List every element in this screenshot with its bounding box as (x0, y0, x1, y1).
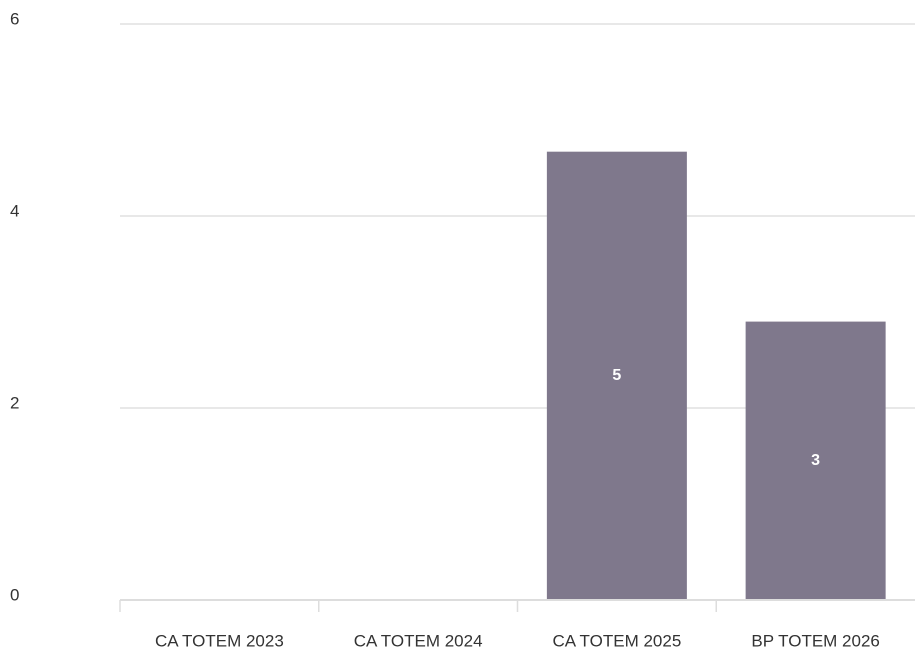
x-tick-label: CA TOTEM 2025 (552, 631, 681, 650)
y-tick-label: 4 (10, 201, 19, 220)
x-tick-label: BP TOTEM 2026 (751, 631, 880, 650)
x-tick-label: CA TOTEM 2023 (155, 631, 284, 650)
bar (745, 321, 886, 600)
x-tick-label: CA TOTEM 2024 (354, 631, 483, 650)
y-tick-label: 0 (10, 585, 19, 604)
y-tick-label: 2 (10, 393, 19, 412)
value-label: 3 (811, 452, 820, 469)
y-tick-label: 6 (10, 9, 19, 28)
bar (546, 151, 687, 600)
value-label: 5 (612, 367, 621, 384)
